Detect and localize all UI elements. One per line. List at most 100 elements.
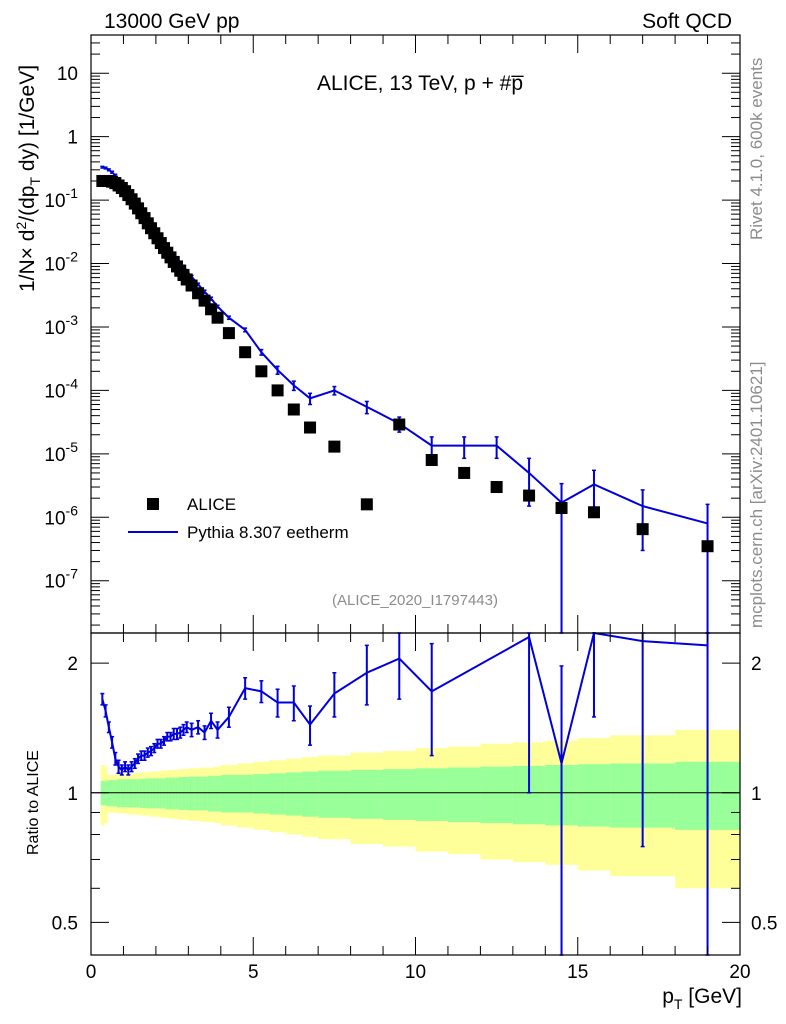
ratio-y-tick-label: 2 [67, 654, 78, 675]
analysis-label: (ALICE_2020_I1797443) [332, 592, 498, 609]
uncertainty-band-inner [220, 774, 238, 813]
mc-series-main [100, 165, 710, 634]
legend-marker-alice [147, 498, 159, 510]
uncertainty-band-inner [318, 770, 351, 818]
main-y-tick-label: 10-3 [44, 312, 78, 339]
main-y-tick-labels: 10-7 10-6 10-5 10-4 10-3 10-2 10-1 1 10 [44, 64, 78, 593]
alice-point [255, 365, 268, 378]
alice-point [523, 489, 536, 502]
main-y-axis-label: 1/N× d2/(dpT dy) [1/GeV] [13, 65, 43, 292]
pythia-line [102, 166, 708, 525]
ratio-y-tick-label-right: 2 [751, 654, 762, 675]
uncertainty-band-inner [214, 775, 222, 812]
ratio-ticks [90, 633, 741, 955]
alice-point [425, 453, 438, 466]
main-y-tick-label: 10-6 [44, 502, 78, 529]
uncertainty-band-inner [155, 778, 160, 809]
uncertainty-band-inner [152, 778, 157, 809]
main-y-tick-label: 10-7 [44, 566, 78, 593]
ratio-y-tick-label-right: 0.5 [751, 913, 777, 934]
uncertainty-band-inner [447, 767, 481, 823]
uncertainty-band-inner [285, 772, 303, 816]
uncertainty-band-inner [415, 768, 449, 821]
alice-point [587, 506, 600, 519]
alice-point [490, 481, 503, 494]
uncertainty-band-inner [181, 777, 186, 811]
x-tick-label: 0 [86, 962, 97, 983]
main-y-tick-label: 10-2 [44, 249, 78, 276]
uncertainty-band-inner [175, 777, 180, 810]
uncertainty-band-inner [120, 779, 124, 808]
mc-series-ratio [100, 631, 710, 956]
uncertainty-band-inner [139, 778, 144, 808]
uncertainty-band-inner [207, 775, 215, 812]
alice-point [393, 418, 406, 431]
x-tick-label: 5 [248, 962, 259, 983]
uncertainty-band-inner [269, 773, 287, 815]
main-y-tick-label: 1 [67, 128, 78, 149]
x-tick-label: 15 [567, 962, 588, 983]
uncertainty-band-inner [165, 777, 170, 810]
alice-point [458, 466, 471, 479]
main-ticks [90, 34, 741, 633]
main-panel: 10-7 10-6 10-5 10-4 10-3 10-2 10-1 1 10 ALICE, 1… [13, 34, 741, 634]
alice-point [360, 498, 373, 511]
alice-point [328, 440, 341, 453]
uncertainty-band-inner [178, 777, 183, 811]
uncertainty-band-inner [146, 778, 150, 809]
uncertainty-band-inner [253, 774, 270, 814]
ratio-y-tick-label: 1 [67, 784, 78, 805]
ratio-y-tick-label: 0.5 [52, 913, 78, 934]
uncertainty-band-inner [185, 777, 189, 811]
uncertainty-band-inner [301, 771, 319, 817]
x-tick-label: 10 [405, 962, 426, 983]
uncertainty-band-inner [480, 766, 514, 824]
uncertainty-band-inner [168, 777, 173, 810]
uncertainty-band-inner [126, 779, 131, 808]
alice-point [304, 421, 317, 434]
x-tick-label: 20 [729, 962, 750, 983]
ratio-bands [100, 729, 741, 889]
main-y-tick-label: 10-1 [44, 185, 78, 212]
header-left: 13000 GeV pp [104, 10, 239, 33]
main-y-tick-label: 10-5 [44, 439, 78, 466]
data-series-main [96, 174, 714, 553]
uncertainty-band-inner [383, 769, 416, 820]
header-right: Soft QCD [642, 10, 732, 33]
ratio-y-tick-labels: 0.5 0.5 1 1 2 2 [52, 654, 778, 934]
x-tick-labels: 0 5 10 15 20 [86, 962, 751, 983]
alice-point [555, 502, 568, 515]
uncertainty-band-inner [149, 778, 154, 809]
alice-point [271, 384, 284, 397]
uncertainty-band-inner [123, 779, 128, 808]
ratio-panel: 0.5 0.5 1 1 2 2 0 5 10 15 20 Ratio to ALICE pT [G… [25, 631, 778, 1012]
ratio-y-tick-label-right: 1 [751, 784, 762, 805]
legend: ALICE Pythia 8.307 eetherm [128, 495, 349, 542]
alice-point [701, 540, 714, 553]
rivet-label: Rivet 4.1.0, 600k events [747, 58, 766, 240]
uncertainty-band-inner [172, 777, 176, 810]
mcplots-label: mcplots.cern.ch [arXiv:2401.10621] [747, 362, 766, 628]
uncertainty-band-inner [188, 776, 196, 811]
alice-point [222, 327, 235, 340]
uncertainty-band-inner [142, 778, 147, 808]
main-y-tick-label: 10-4 [44, 375, 78, 402]
uncertainty-band-inner [116, 779, 121, 808]
x-axis-label: pT [GeV] [662, 985, 742, 1012]
uncertainty-band-inner [201, 776, 209, 811]
uncertainty-band-inner [194, 776, 202, 811]
uncertainty-band-inner [350, 769, 384, 819]
uncertainty-band-inner [129, 779, 134, 808]
legend-label-pythia: Pythia 8.307 eetherm [187, 523, 349, 542]
alice-point [211, 311, 224, 324]
alice-point [287, 403, 300, 416]
alice-point [636, 523, 649, 536]
main-title: ALICE, 13 TeV, p + #p̅ [317, 72, 525, 95]
uncertainty-band-inner [133, 779, 137, 808]
legend-label-alice: ALICE [187, 495, 236, 514]
uncertainty-band-inner [136, 779, 141, 808]
uncertainty-band-inner [159, 778, 163, 809]
uncertainty-band-inner [577, 764, 611, 827]
ratio-y-axis-label: Ratio to ALICE [25, 750, 42, 855]
